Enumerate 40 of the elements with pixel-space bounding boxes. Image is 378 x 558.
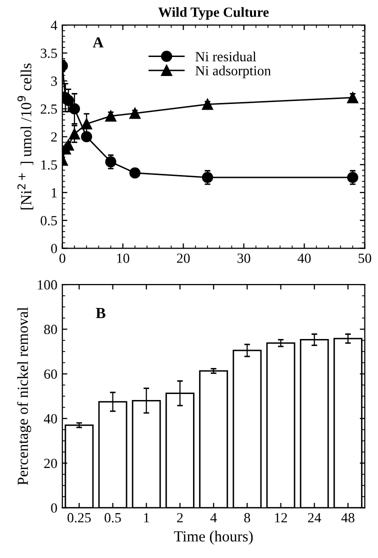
y-tick-label: 60 — [44, 369, 57, 379]
x-axis-title: Time (hours) — [174, 530, 253, 545]
x-tick-label: 10 — [117, 254, 130, 263]
x-tick-label: 40 — [298, 254, 311, 263]
x-tick-label: 30 — [238, 254, 250, 263]
x-tick-label: 1 — [144, 513, 150, 522]
point — [202, 172, 214, 183]
x-tick-label: 48 — [341, 513, 354, 522]
annotation: B — [96, 308, 106, 318]
x-tick-label: 2 — [177, 513, 183, 522]
y-tick-label: 20 — [44, 458, 57, 468]
x-tick-label: 12 — [275, 513, 287, 522]
point — [347, 172, 358, 183]
annotation: A — [92, 37, 104, 48]
y-tick-label: 4 — [50, 20, 58, 30]
x-tick-label: 0 — [59, 254, 66, 263]
y-tick-label: 1 — [52, 188, 57, 198]
y-tick-label: 80 — [44, 324, 57, 334]
chart-title: Wild Type Culture — [158, 7, 269, 20]
y-tick-label: 0.5 — [40, 216, 57, 226]
y-axis-title: Percentage of nickel removal — [17, 307, 32, 486]
y-tick-label: 0 — [51, 503, 57, 513]
x-tick-label: 8 — [244, 513, 250, 522]
y-tick-label: 3.5 — [40, 48, 57, 58]
y-tick-label: 0 — [51, 244, 57, 254]
y-tick-label: 1.5 — [41, 160, 57, 170]
y-tick-label: 2 — [51, 132, 57, 142]
x-tick-label: 4 — [210, 513, 217, 522]
y-tick-label: 3 — [51, 76, 57, 86]
y-tick-label: 40 — [44, 414, 57, 424]
y-axis-title: [Ni$^{2+}$ ] umol /10$^{9}$ cells — [17, 64, 34, 210]
x-tick-label: 20 — [176, 254, 190, 263]
x-tick-label: 50 — [358, 254, 372, 263]
legend-label: Ni residual — [195, 52, 256, 62]
legend-label: Ni adsorption — [195, 66, 271, 78]
y-tick-label: 100 — [38, 280, 57, 290]
x-tick-label: 0.5 — [104, 513, 121, 522]
x-tick-label: 24 — [308, 513, 322, 522]
y-tick-label: 2.5 — [40, 104, 57, 114]
x-tick-label: 0.25 — [68, 513, 91, 522]
